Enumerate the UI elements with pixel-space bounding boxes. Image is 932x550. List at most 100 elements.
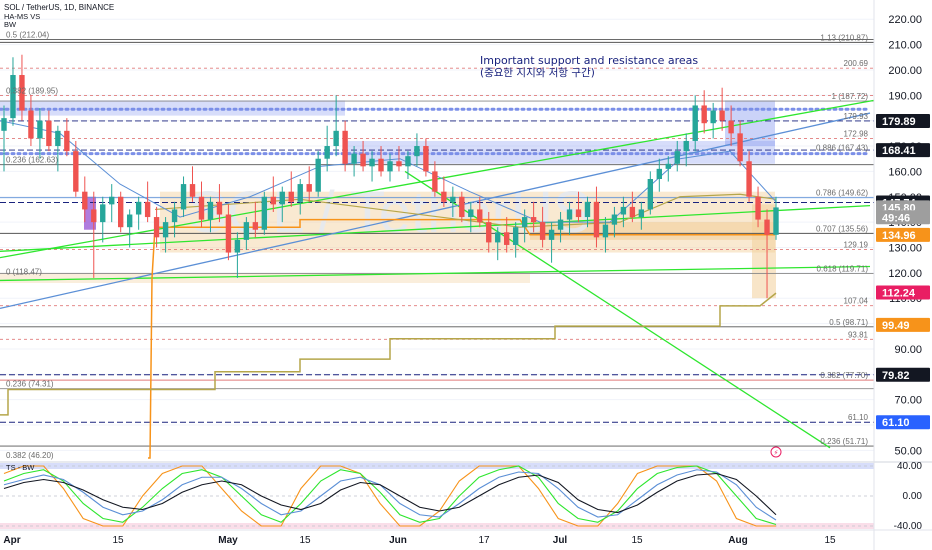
price-tick-label: 90.00	[894, 344, 922, 356]
osc-line	[3, 465, 777, 526]
osc-lower-band	[0, 523, 874, 529]
fib-label-left: 0 (118.47)	[6, 268, 42, 277]
candle-body	[504, 232, 510, 245]
fib-label-right: 0.886 (167.43)	[816, 144, 868, 153]
price-tick-label: 120.00	[888, 268, 922, 280]
candle-body	[468, 209, 474, 218]
candle-body	[414, 146, 420, 157]
time-tick-label: Jul	[553, 535, 568, 546]
candle-body	[64, 130, 70, 152]
candle-body	[755, 196, 761, 220]
osc-tick-label: -40.00	[894, 521, 923, 532]
candle-body	[198, 196, 205, 220]
fib-label-right: 172.98	[844, 129, 869, 138]
price-tag-label: 168.41	[882, 145, 916, 157]
candle-body	[719, 110, 725, 121]
price-tag[interactable]	[876, 227, 930, 242]
candle-body	[477, 209, 483, 223]
trendlines-layer	[0, 99, 875, 449]
price-tag[interactable]	[876, 317, 930, 332]
candle-body	[180, 184, 187, 210]
time-tick-label: 15	[299, 535, 311, 546]
candle-body	[324, 146, 330, 159]
candle-body	[243, 222, 250, 240]
candle-body	[306, 184, 312, 192]
candle-body	[91, 209, 97, 223]
price-tag-label: 112.24	[882, 288, 916, 300]
fib-label-right: 0.5 (98.71)	[829, 318, 868, 327]
candle-body	[216, 201, 223, 215]
price-tick-label: 210.00	[888, 40, 922, 52]
candle-body	[683, 140, 689, 152]
candle-body	[270, 196, 276, 205]
candle-body	[423, 146, 429, 172]
osc-upper-band	[0, 463, 874, 469]
indicator-lines-layer	[0, 120, 777, 459]
time-tick-label: 17	[478, 535, 490, 546]
price-axis[interactable]: 220.00210.00200.00190.00180.00170.00160.…	[873, 0, 930, 550]
time-tick-label: Aug	[728, 535, 747, 546]
candle-body	[369, 158, 375, 167]
candle-body	[28, 110, 34, 139]
candle-body	[611, 214, 618, 225]
price-tag[interactable]	[876, 415, 930, 430]
candle-body	[288, 191, 294, 202]
price-tick-label: 220.00	[888, 14, 922, 26]
fib-label-left: 0.382 (189.95)	[6, 86, 58, 95]
candle-body	[432, 171, 438, 192]
price-tag[interactable]	[876, 367, 930, 382]
time-tick-label: 15	[631, 535, 643, 546]
price-tag[interactable]	[876, 285, 930, 300]
symbol-title: SOL / TetherUS, 1D, BINANCE	[4, 3, 114, 12]
price-tag-label: 79.82	[882, 370, 910, 382]
osc-bg	[0, 462, 874, 530]
candle-body	[584, 201, 591, 218]
candle-body	[674, 151, 680, 164]
fib-label-right: 0.707 (135.56)	[816, 224, 868, 233]
candle-body	[118, 196, 124, 228]
candle-body	[656, 168, 662, 180]
candle-body	[530, 217, 537, 223]
candle-body	[55, 130, 61, 147]
candle-body	[521, 217, 528, 228]
orange-step-line	[148, 218, 775, 459]
fib-label-left: 0.236 (162.63)	[6, 156, 58, 165]
fib-label-right: 1 (187.72)	[832, 92, 869, 101]
price-tag[interactable]	[876, 143, 930, 158]
alert-icon[interactable]: ⚡	[770, 446, 782, 458]
price-tag[interactable]	[876, 210, 930, 225]
candle-body	[548, 229, 555, 240]
fib-label-left: 0.382 (46.20)	[6, 451, 54, 460]
blue-ma-line	[0, 120, 777, 223]
indicator-name-1: HA-MS VS	[4, 12, 40, 21]
price-tag-label: 179.89	[882, 116, 916, 128]
candle-body	[629, 206, 636, 218]
candle-body	[82, 191, 88, 210]
olive-step-line	[0, 292, 777, 416]
candle-body	[315, 158, 321, 192]
candles-layer	[1, 54, 779, 299]
candle-body	[46, 120, 52, 147]
fib-label-right: 0.236 (51.71)	[820, 437, 868, 446]
fib-label-right: 1.13 (210.87)	[820, 33, 868, 42]
price-tick-label: 160.00	[888, 166, 922, 178]
time-axis[interactable]: Apr 15 May 15 Jun 17 Jul 15 Aug 15	[0, 529, 932, 546]
fib-label-right: 0.618 (119.71)	[817, 265, 869, 274]
price-tag[interactable]	[876, 113, 930, 128]
candle-body	[171, 209, 178, 223]
candle-body	[100, 204, 106, 223]
candle-body	[665, 163, 671, 169]
candle-body	[575, 209, 582, 218]
candle-body	[135, 201, 142, 215]
candle-body	[773, 207, 779, 235]
osc-line	[3, 469, 777, 521]
fib-label-right: 107.04	[844, 297, 869, 306]
candle-body	[225, 214, 232, 253]
candle-body	[387, 161, 393, 172]
fib-label-right: 179.93	[844, 112, 869, 121]
candle-body	[10, 75, 16, 119]
candle-body	[279, 191, 285, 205]
annotation-line-2: (중요한 지지와 저항 구간)	[480, 67, 595, 79]
